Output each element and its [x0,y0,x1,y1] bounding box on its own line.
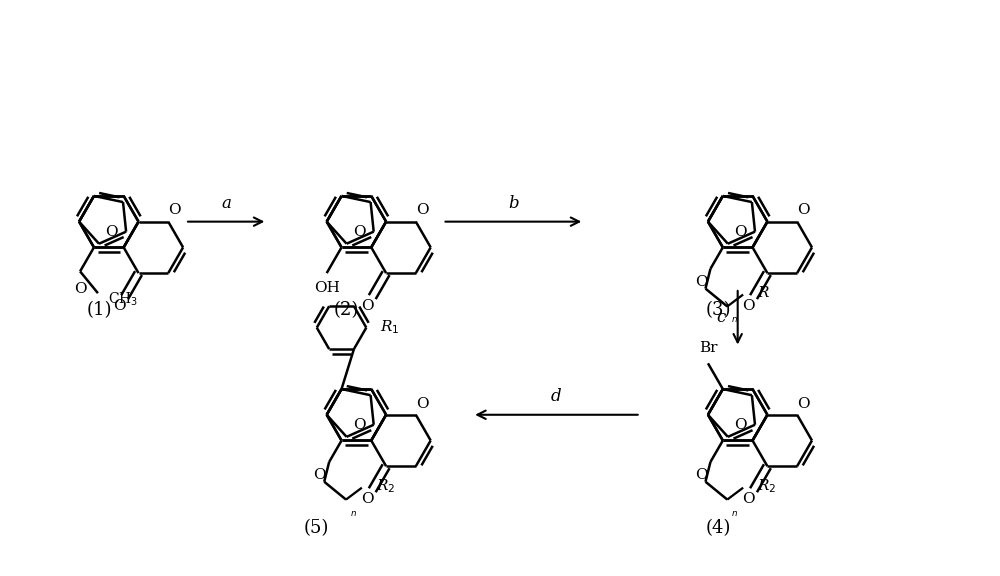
Text: $_n$: $_n$ [731,506,738,518]
Text: O: O [734,418,747,432]
Text: $_n$: $_n$ [350,506,357,518]
Text: O: O [416,397,429,411]
Text: O: O [695,468,707,482]
Text: (4): (4) [705,519,731,537]
Text: R$_2$: R$_2$ [757,477,777,495]
Text: R$_1$: R$_1$ [380,319,400,336]
Text: OH: OH [314,281,340,295]
Text: $_n$: $_n$ [731,312,738,325]
Text: c: c [717,309,726,326]
Text: (2): (2) [334,301,359,319]
Text: O: O [113,298,126,313]
Text: a: a [221,195,231,212]
Text: O: O [695,275,707,289]
Text: O: O [168,203,181,218]
Text: O: O [314,468,326,482]
Text: O: O [797,203,810,218]
Text: CH$_3$: CH$_3$ [108,290,138,308]
Text: O: O [74,282,86,296]
Text: R: R [757,286,768,300]
Text: O: O [734,225,747,238]
Text: O: O [416,203,429,218]
Text: b: b [508,195,519,212]
Text: Br: Br [699,342,717,355]
Text: O: O [742,298,755,313]
Text: (5): (5) [304,519,329,537]
Text: (1): (1) [86,301,112,319]
Text: O: O [797,397,810,411]
Text: O: O [361,298,374,313]
Text: O: O [353,225,366,238]
Text: O: O [361,492,374,506]
Text: R$_2$: R$_2$ [376,477,395,495]
Text: (3): (3) [705,301,731,319]
Text: O: O [106,225,118,238]
Text: d: d [551,388,562,405]
Text: O: O [742,492,755,506]
Text: O: O [353,418,366,432]
